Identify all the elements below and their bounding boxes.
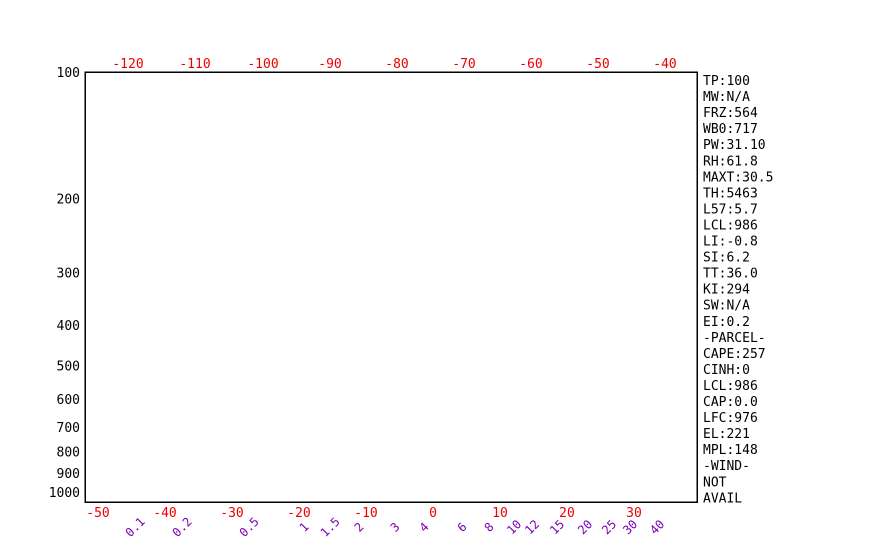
mixing-ratio-tick-label: 8: [482, 520, 497, 535]
stats-line: SW:N/A: [703, 299, 750, 314]
pressure-tick-label: 400: [57, 319, 80, 334]
top-temp-tick-label: -50: [586, 57, 609, 72]
stats-line: -WIND-: [703, 459, 750, 474]
stats-line: FRZ:564: [703, 106, 758, 121]
mixing-ratio-tick-label: 1: [297, 520, 312, 535]
mixing-ratio-tick-label: 40: [647, 517, 667, 537]
stats-line: MW:N/A: [703, 90, 750, 105]
stats-line: LCL:986: [703, 218, 758, 233]
stats-line: -PARCEL-: [703, 331, 766, 346]
pressure-tick-label: 1000: [49, 486, 80, 501]
top-temp-tick-label: -110: [179, 57, 210, 72]
stats-line: EI:0.2: [703, 315, 750, 330]
pressure-tick-label: 600: [57, 393, 80, 408]
stats-line: LFC:976: [703, 411, 758, 426]
mixing-ratio-tick-label: 12: [522, 517, 542, 537]
bottom-temp-tick-label: 10: [492, 506, 508, 521]
mixing-ratio-tick-label: 25: [599, 517, 619, 537]
stats-line: KI:294: [703, 283, 750, 298]
mixing-ratio-tick-label: 2: [352, 520, 367, 535]
bottom-temp-tick-label: 30: [626, 506, 642, 521]
stats-line: LI:-0.8: [703, 235, 758, 250]
pressure-tick-label: 200: [57, 192, 80, 207]
bottom-temp-tick-label: -30: [220, 506, 243, 521]
mixing-ratio-tick-label: 3: [388, 520, 403, 535]
stats-line: CINH:0: [703, 363, 750, 378]
stats-line: LCL:986: [703, 379, 758, 394]
top-temp-tick-label: -120: [112, 57, 143, 72]
stats-line: TH:5463: [703, 186, 758, 201]
mixing-ratio-tick-label: 1.5: [318, 515, 343, 540]
mixing-ratio-tick-label: 0.1: [123, 515, 148, 540]
stats-line: TT:36.0: [703, 267, 758, 282]
mixing-ratio-tick-label: 4: [417, 520, 432, 535]
pressure-tick-label: 300: [57, 266, 80, 281]
bottom-temp-tick-label: -20: [287, 506, 310, 521]
bottom-temp-tick-label: 0: [429, 506, 437, 521]
bottom-temp-tick-label: -40: [153, 506, 176, 521]
pressure-tick-label: 800: [57, 445, 80, 460]
plot-frame: [84, 71, 698, 503]
stats-line: PW:31.10: [703, 138, 766, 153]
pressure-tick-label: 100: [57, 66, 80, 81]
bottom-temp-tick-label: -10: [354, 506, 377, 521]
stats-line: WB0:717: [703, 122, 758, 137]
mixing-ratio-tick-label: 6: [455, 520, 470, 535]
bottom-temp-tick-label: 20: [559, 506, 575, 521]
stats-line: CAP:0.0: [703, 395, 758, 410]
stats-line: NOT: [703, 475, 727, 490]
stats-line: SI:6.2: [703, 251, 750, 266]
stats-line: L57:5.7: [703, 202, 758, 217]
pressure-tick-label: 700: [57, 421, 80, 436]
stats-panel: TP:100MW:N/AFRZ:564WB0:717PW:31.10RH:61.…: [703, 74, 773, 506]
top-temp-tick-label: -90: [318, 57, 341, 72]
top-temp-tick-label: -70: [452, 57, 475, 72]
axis-tick-labels: -120 -110 -100 -90 -80 -70 -60 -50 -40-50 -40 -30-…: [49, 57, 677, 540]
mixing-ratio-tick-label: 20: [575, 517, 595, 537]
stats-line: TP:100: [703, 74, 750, 89]
stats-line: MAXT:30.5: [703, 170, 773, 185]
stats-line: EL:221: [703, 427, 750, 442]
bottom-temp-tick-label: -50: [86, 506, 109, 521]
stats-line: AVAIL: [703, 491, 742, 506]
pressure-tick-label: 900: [57, 467, 80, 482]
top-temp-tick-label: -40: [653, 57, 676, 72]
stats-line: MPL:148: [703, 443, 758, 458]
pressure-tick-label: 500: [57, 360, 80, 375]
stats-line: RH:61.8: [703, 154, 758, 169]
top-temp-tick-label: -80: [385, 57, 408, 72]
top-temp-tick-label: -100: [247, 57, 278, 72]
top-temp-tick-label: -60: [519, 57, 542, 72]
stats-line: CAPE:257: [703, 347, 766, 362]
